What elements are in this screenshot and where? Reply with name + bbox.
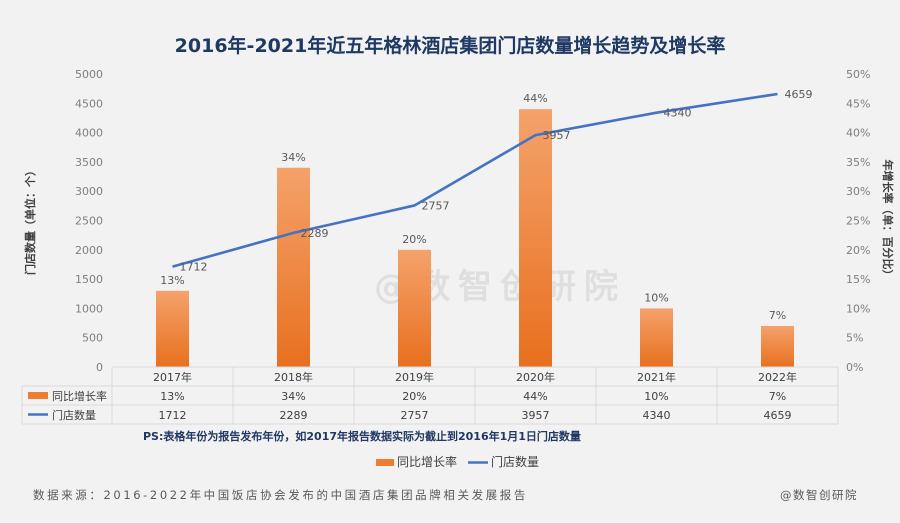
table-cell: 2289	[280, 409, 308, 422]
left-tick-label: 5000	[75, 68, 103, 81]
right-tick-label: 0%	[846, 361, 863, 374]
bar	[761, 325, 794, 367]
left-tick-label: 0	[96, 361, 103, 374]
category-label: 2021年	[637, 370, 676, 384]
left-tick-label: 2500	[75, 215, 103, 228]
right-tick-label: 15%	[846, 273, 870, 286]
table-cell: 34%	[281, 390, 305, 403]
left-tick-label: 3000	[75, 185, 103, 198]
footnote: PS:表格年份为报告发布年份，如2017年报告数据实际为截止到2016年1月1日…	[143, 429, 581, 443]
bar	[640, 308, 673, 367]
right-tick-label: 10%	[846, 302, 870, 315]
table-cell: 2757	[401, 409, 429, 422]
data-source: 数据来源：2016-2022年中国饭店协会发布的中国酒店集团品牌相关发展报告	[33, 488, 528, 502]
category-label: 2018年	[274, 370, 313, 384]
right-tick-label: 50%	[846, 68, 870, 81]
left-axis-title: 门店数量（单位：个）	[23, 165, 37, 275]
left-tick-label: 1000	[75, 302, 103, 315]
right-tick-label: 40%	[846, 127, 870, 140]
store-count-line	[172, 92, 778, 268]
bar	[277, 167, 310, 367]
right-tick-label: 30%	[846, 185, 870, 198]
right-axis-ticks: 0% 5% 10% 15% 20% 25% 30% 35% 40% 45% 50%	[846, 68, 870, 374]
table-row-label: 门店数量	[52, 408, 96, 422]
line-series	[172, 92, 778, 268]
table-cell: 4659	[764, 409, 792, 422]
left-tick-label: 4500	[75, 97, 103, 110]
bar	[519, 109, 552, 367]
table-row-label: 同比增长率	[52, 389, 107, 403]
bar-value-label: 34%	[281, 151, 305, 164]
table-cell: 7%	[769, 390, 786, 403]
left-axis-ticks: 0 500 1000 1500 2000 2500 3000 3500 4000 4500 5000	[75, 68, 103, 374]
bar-value-label: 20%	[402, 233, 426, 246]
bar	[156, 290, 189, 367]
left-tick-label: 4000	[75, 127, 103, 140]
category-label: 2020年	[516, 370, 555, 384]
legend-item: 同比增长率	[397, 454, 457, 469]
line-value-label: 2289	[301, 227, 329, 240]
left-tick-label: 2000	[75, 244, 103, 257]
table-cell: 13%	[160, 390, 184, 403]
right-tick-label: 35%	[846, 156, 870, 169]
left-tick-label: 1500	[75, 273, 103, 286]
category-label: 2022年	[758, 370, 797, 384]
right-tick-label: 45%	[846, 97, 870, 110]
right-tick-label: 5%	[846, 332, 863, 345]
line-value-label: 3957	[543, 129, 571, 142]
bar-value-label: 44%	[523, 92, 547, 105]
legend-bar-swatch	[376, 459, 394, 466]
table-cell: 4340	[643, 409, 671, 422]
bar-series	[156, 109, 794, 367]
legend: 同比增长率 门店数量	[376, 454, 539, 469]
left-tick-label: 3500	[75, 156, 103, 169]
right-axis-title: 年增长率（单：百分比）	[881, 160, 895, 281]
chart-title: 2016年-2021年近五年格林酒店集团门店数量增长趋势及增长率	[175, 34, 726, 57]
category-label: 2017年	[153, 370, 192, 384]
bar-value-label: 7%	[769, 309, 786, 322]
bar-value-label: 13%	[160, 274, 184, 287]
table-cell: 3957	[522, 409, 550, 422]
right-tick-label: 20%	[846, 244, 870, 257]
line-value-label: 4340	[664, 107, 692, 120]
table-bar-swatch	[28, 392, 48, 399]
table-cell: 10%	[644, 390, 668, 403]
bar-value-label: 10%	[644, 291, 668, 304]
data-labels: 13% 34% 20% 44% 10% 7% 1712 2289 2757 3957 4340 465…	[160, 88, 812, 322]
line-value-label: 4659	[785, 88, 813, 101]
bar	[398, 249, 431, 367]
left-tick-label: 500	[82, 332, 103, 345]
table-cell: 20%	[402, 390, 426, 403]
category-label: 2019年	[395, 370, 434, 384]
line-value-label: 1712	[180, 261, 208, 274]
legend-item: 门店数量	[491, 454, 539, 469]
table-cell: 44%	[523, 390, 547, 403]
line-value-label: 2757	[422, 199, 450, 212]
table-cell: 1712	[159, 409, 187, 422]
brand-label: @数智创研院	[780, 488, 858, 502]
right-tick-label: 25%	[846, 215, 870, 228]
